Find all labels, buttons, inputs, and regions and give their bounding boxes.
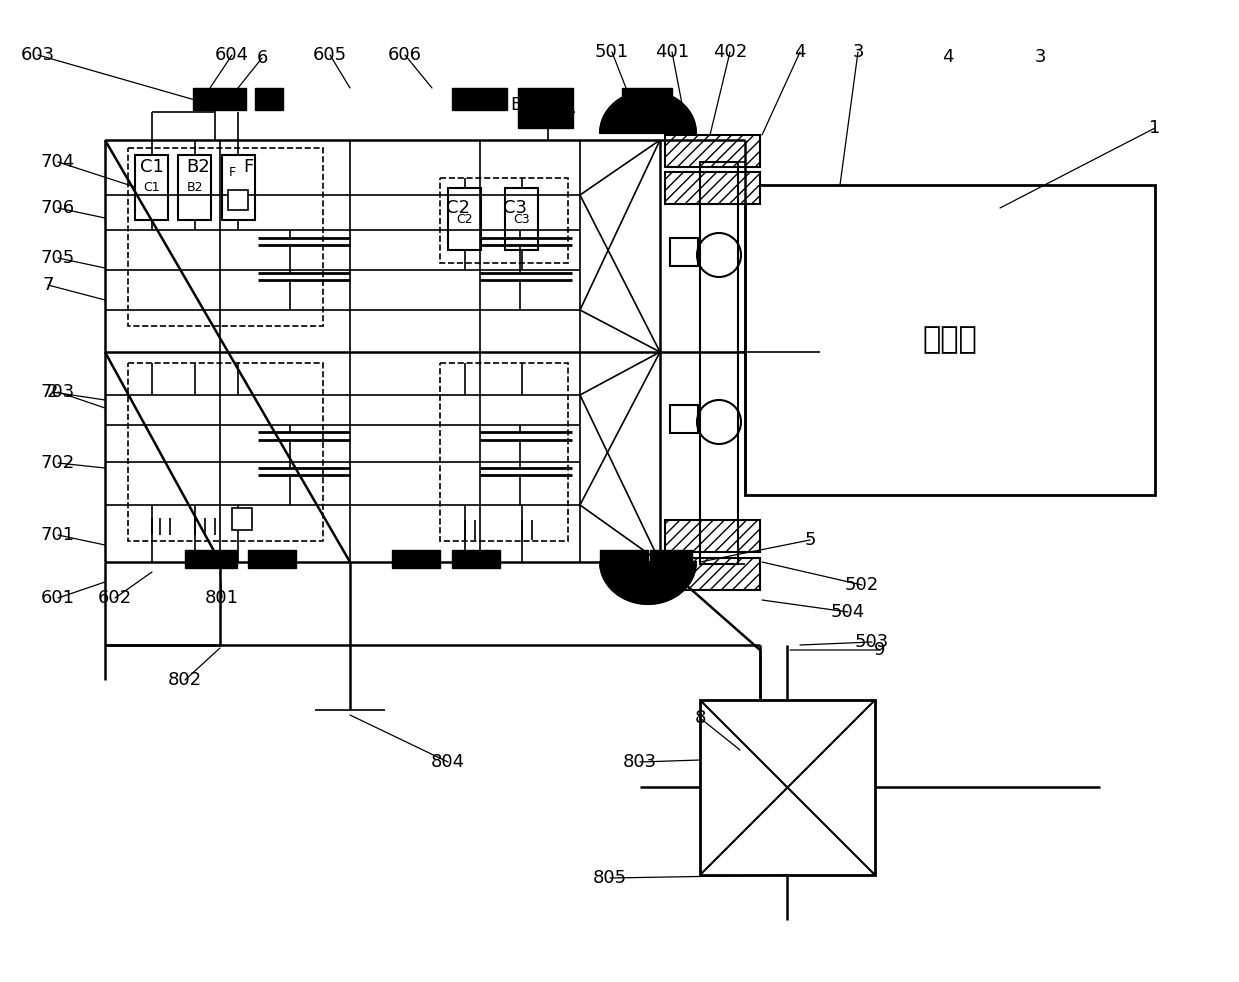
Bar bbox=[600, 550, 648, 568]
Polygon shape bbox=[600, 91, 696, 133]
Text: 5: 5 bbox=[804, 531, 815, 549]
Bar bbox=[665, 520, 760, 552]
Text: 606: 606 bbox=[388, 46, 422, 64]
Bar bbox=[665, 558, 760, 590]
Text: 1: 1 bbox=[1150, 119, 1161, 137]
Text: C3: C3 bbox=[514, 212, 530, 226]
Text: C1: C1 bbox=[140, 158, 164, 176]
Text: 603: 603 bbox=[21, 46, 55, 64]
Text: 2: 2 bbox=[46, 383, 58, 401]
Text: 401: 401 bbox=[655, 43, 689, 61]
Bar bbox=[650, 550, 693, 568]
Bar bbox=[449, 188, 481, 250]
Bar bbox=[185, 550, 237, 568]
Text: C1: C1 bbox=[144, 181, 160, 193]
Bar bbox=[506, 188, 538, 250]
Bar bbox=[392, 550, 440, 568]
Bar bbox=[440, 363, 567, 541]
Bar bbox=[700, 162, 738, 564]
Bar bbox=[622, 88, 672, 110]
Text: 7: 7 bbox=[42, 276, 53, 294]
Text: 705: 705 bbox=[41, 249, 76, 267]
Text: 发动机: 发动机 bbox=[923, 325, 978, 355]
Bar bbox=[232, 508, 252, 530]
Text: 8: 8 bbox=[694, 709, 706, 727]
Polygon shape bbox=[600, 562, 696, 604]
Text: 703: 703 bbox=[41, 383, 76, 401]
Text: B2: B2 bbox=[186, 158, 209, 176]
Text: 3: 3 bbox=[852, 43, 864, 61]
Text: 3: 3 bbox=[1035, 48, 1046, 66]
Text: 701: 701 bbox=[41, 526, 76, 544]
Text: 801: 801 bbox=[204, 589, 239, 607]
Bar bbox=[452, 550, 501, 568]
Text: 704: 704 bbox=[41, 153, 76, 171]
Bar bbox=[440, 178, 567, 263]
Text: 805: 805 bbox=[593, 869, 627, 887]
Text: 802: 802 bbox=[169, 671, 202, 689]
Bar bbox=[135, 155, 169, 220]
Text: 4: 4 bbox=[942, 48, 954, 66]
Bar bbox=[128, 363, 323, 541]
Bar bbox=[665, 135, 760, 167]
Text: 602: 602 bbox=[98, 589, 133, 607]
Text: 604: 604 bbox=[214, 46, 249, 64]
Bar bbox=[700, 700, 875, 875]
Text: B1: B1 bbox=[510, 96, 534, 114]
Text: 503: 503 bbox=[855, 633, 890, 651]
Text: 9: 9 bbox=[875, 641, 886, 659]
Bar bbox=[452, 88, 507, 110]
Bar bbox=[178, 155, 211, 220]
Text: 501: 501 bbox=[595, 43, 629, 61]
Bar bbox=[222, 155, 255, 220]
Bar bbox=[745, 185, 1155, 495]
Bar bbox=[193, 88, 247, 110]
Bar bbox=[128, 148, 323, 326]
Bar bbox=[228, 190, 248, 210]
Text: 4: 4 bbox=[794, 43, 805, 61]
Text: 504: 504 bbox=[831, 603, 865, 621]
Bar bbox=[518, 110, 572, 128]
Bar bbox=[518, 88, 572, 110]
Bar bbox=[255, 88, 282, 110]
Text: 803: 803 bbox=[623, 753, 657, 771]
Text: B2: B2 bbox=[187, 181, 203, 193]
Bar bbox=[670, 238, 698, 266]
Text: 502: 502 bbox=[845, 576, 880, 594]
Text: 601: 601 bbox=[41, 589, 76, 607]
Text: 804: 804 bbox=[431, 753, 465, 771]
Bar bbox=[670, 405, 698, 433]
Text: 706: 706 bbox=[41, 199, 76, 217]
Text: 402: 402 bbox=[712, 43, 747, 61]
Bar bbox=[665, 172, 760, 204]
Text: 605: 605 bbox=[313, 46, 347, 64]
Bar bbox=[248, 550, 296, 568]
Text: 702: 702 bbox=[41, 454, 76, 472]
Text: C3: C3 bbox=[503, 199, 527, 217]
Text: C2: C2 bbox=[457, 212, 473, 226]
Text: C2: C2 bbox=[446, 199, 470, 217]
Text: F: F bbox=[243, 158, 253, 176]
Text: F: F bbox=[228, 166, 235, 179]
Text: 6: 6 bbox=[256, 49, 268, 67]
